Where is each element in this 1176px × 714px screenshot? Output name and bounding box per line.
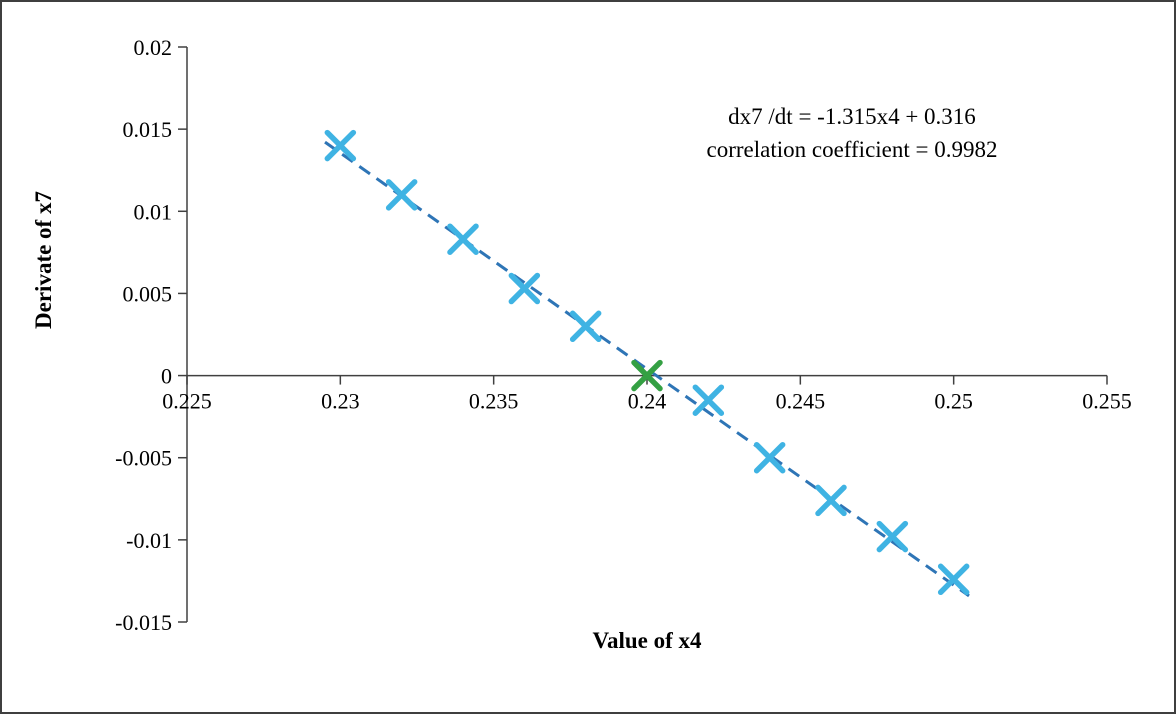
y-tick-label: 0.005 [123, 281, 173, 306]
x-tick-label: 0.235 [469, 389, 519, 414]
trendline [324, 140, 970, 598]
y-tick-label: -0.005 [115, 446, 172, 471]
x-tick-label: 0.25 [934, 389, 973, 414]
correlation-coefficient: correlation coefficient = 0.9982 [706, 137, 998, 163]
data-points-marker [324, 129, 357, 162]
x-tick-label: 0.24 [628, 389, 667, 414]
data-points-marker [385, 179, 418, 211]
x-tick-label: 0.225 [162, 389, 212, 414]
y-tick-label: -0.015 [115, 610, 172, 635]
y-tick-label: 0.01 [134, 199, 173, 224]
y-tick-label: -0.01 [126, 528, 172, 553]
x-tick-label: 0.245 [776, 389, 826, 414]
data-points-marker [876, 520, 909, 553]
data-points-marker [508, 272, 541, 305]
y-tick-label: 0.015 [123, 117, 173, 142]
x-axis-title: Value of x4 [592, 628, 702, 653]
trendline-equation: dx7 /dt = -1.315x4 + 0.316 [728, 104, 976, 129]
data-points-marker [937, 563, 970, 596]
trendline-annotation: dx7 /dt = -1.315x4 + 0.316 correlation c… [582, 100, 1122, 167]
data-points-marker [569, 310, 602, 343]
data-points-marker [753, 441, 786, 474]
x-tick-label: 0.23 [321, 389, 360, 414]
data-points-marker [447, 223, 479, 255]
x-tick-label: 0.255 [1082, 389, 1132, 414]
data-points-marker [815, 484, 847, 517]
y-tick-label: 0.02 [134, 35, 173, 60]
y-tick-label: 0 [161, 364, 172, 389]
equilibrium-point-marker [631, 359, 663, 392]
data-points-marker [692, 384, 725, 416]
y-axis-title: Derivate of x7 [31, 191, 56, 329]
